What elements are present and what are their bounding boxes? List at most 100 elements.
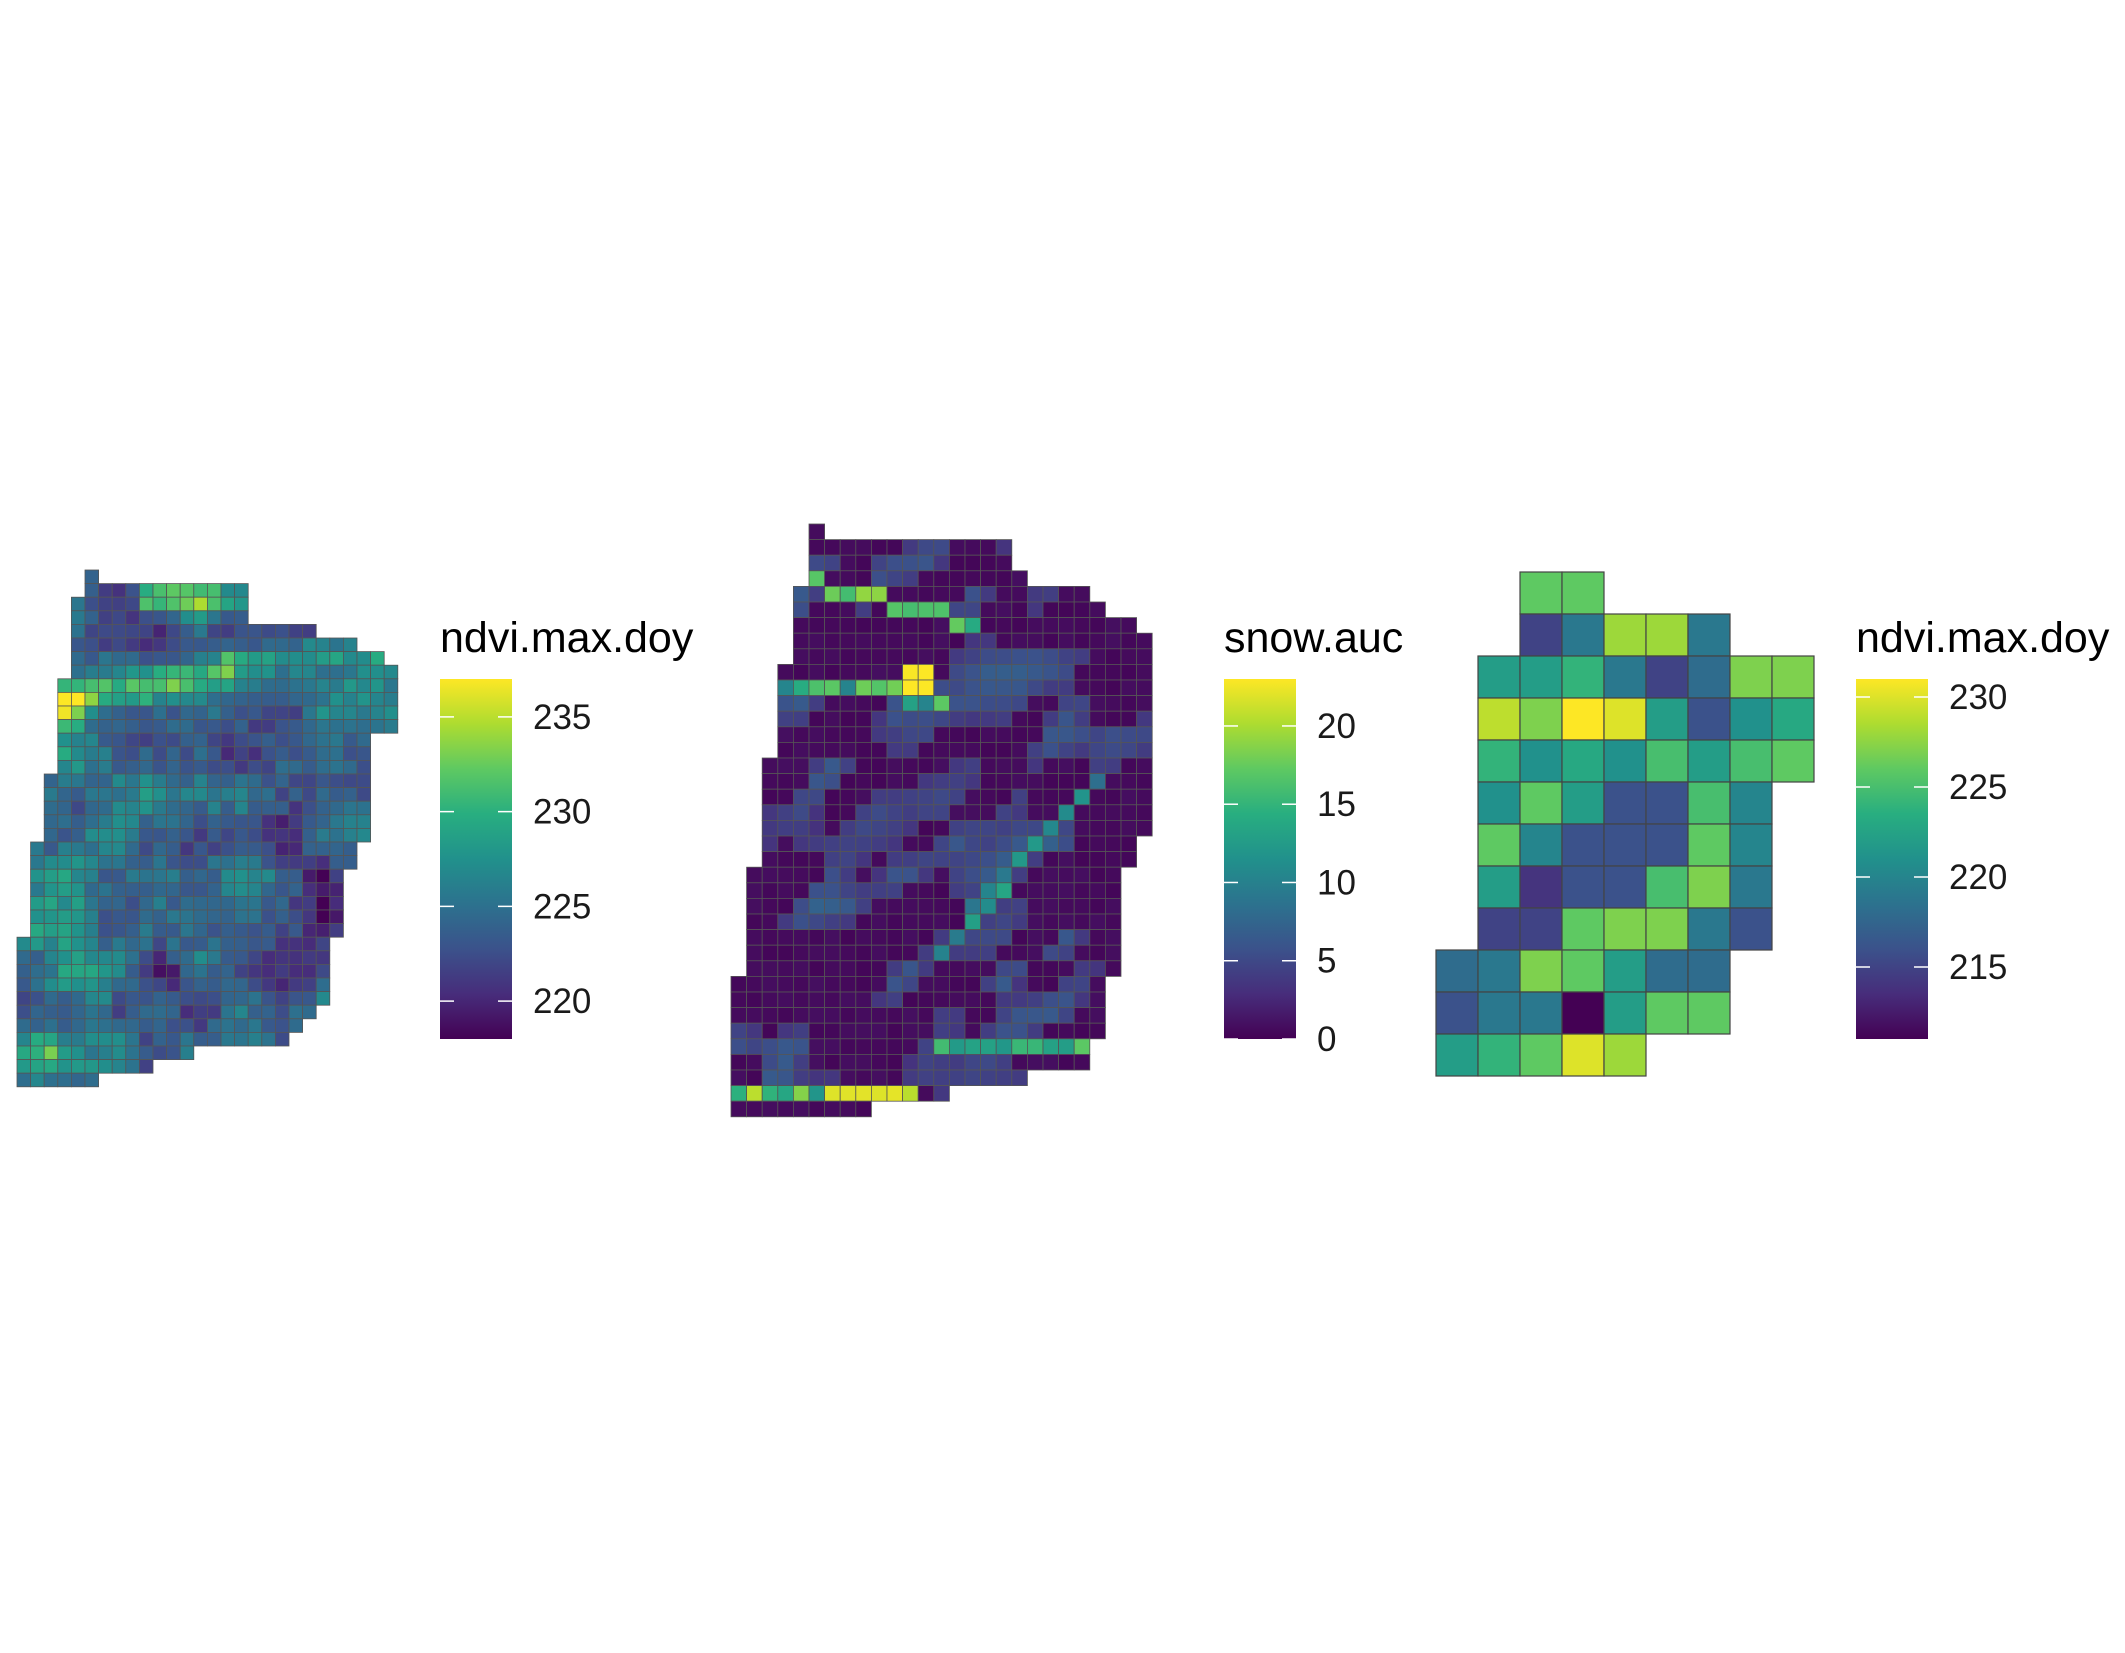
heatmap-cell bbox=[152, 610, 168, 625]
heatmap-cell bbox=[824, 788, 841, 806]
heatmap-cell bbox=[1058, 1054, 1075, 1071]
heatmap-cell bbox=[793, 742, 810, 759]
heatmap-cell bbox=[247, 692, 263, 707]
heatmap-cell bbox=[917, 1022, 935, 1040]
heatmap-cell bbox=[855, 913, 872, 931]
heatmap-cell bbox=[1042, 757, 1060, 775]
heatmap-cell bbox=[1011, 788, 1028, 806]
heatmap-cell bbox=[356, 705, 372, 721]
heatmap-cell bbox=[1089, 804, 1106, 821]
heatmap-cell bbox=[1089, 835, 1106, 853]
heatmap-cell bbox=[206, 610, 222, 625]
heatmap-cell bbox=[839, 1100, 857, 1118]
heatmap-cell bbox=[234, 855, 249, 870]
heatmap-cell bbox=[746, 898, 763, 915]
heatmap-cell bbox=[206, 624, 222, 639]
heatmap-cell bbox=[329, 923, 344, 938]
heatmap-cell bbox=[220, 882, 236, 897]
heatmap-cell bbox=[1027, 991, 1044, 1009]
heatmap-cell bbox=[274, 1018, 290, 1033]
heatmap-cell bbox=[234, 719, 249, 734]
heatmap-cell bbox=[964, 960, 982, 977]
heatmap-cell bbox=[902, 976, 919, 993]
heatmap-cell bbox=[1136, 726, 1153, 743]
heatmap-cell bbox=[1073, 695, 1091, 712]
heatmap-cell bbox=[179, 923, 195, 938]
heatmap-cell bbox=[111, 991, 127, 1006]
heatmap-cell bbox=[949, 898, 966, 915]
heatmap-cell bbox=[57, 991, 72, 1006]
heatmap-cell bbox=[234, 977, 249, 993]
heatmap-cell bbox=[111, 909, 127, 925]
heatmap-cell bbox=[206, 746, 222, 761]
heatmap-cell bbox=[342, 746, 358, 761]
heatmap-cell bbox=[166, 637, 181, 653]
heatmap-cell bbox=[315, 896, 331, 911]
heatmap-cell bbox=[288, 624, 304, 639]
heatmap-cell bbox=[71, 964, 86, 979]
heatmap-cell bbox=[111, 1032, 127, 1047]
heatmap-cell bbox=[125, 719, 140, 734]
heatmap-cell bbox=[84, 637, 100, 653]
heatmap-cell bbox=[152, 583, 168, 598]
heatmap-cell bbox=[138, 746, 154, 761]
heatmap-cell bbox=[206, 1004, 222, 1020]
heatmap-cell bbox=[886, 1054, 904, 1071]
heatmap-cell bbox=[808, 523, 826, 541]
heatmap-cell bbox=[902, 1022, 919, 1040]
heatmap-cell bbox=[234, 692, 249, 707]
heatmap-cell bbox=[995, 851, 1013, 868]
heatmap-cell bbox=[1073, 804, 1091, 821]
heatmap-cell bbox=[125, 909, 140, 925]
heatmap-cell bbox=[871, 944, 888, 962]
heatmap-cell bbox=[808, 804, 826, 821]
heatmap-cell bbox=[356, 692, 372, 707]
heatmap-cell bbox=[1120, 820, 1138, 837]
heatmap-cell bbox=[1058, 679, 1075, 697]
heatmap-cell bbox=[166, 760, 181, 775]
heatmap-cell bbox=[71, 664, 86, 680]
heatmap-cell bbox=[1603, 613, 1647, 657]
heatmap-cell bbox=[949, 820, 966, 837]
heatmap-cell bbox=[980, 710, 997, 728]
heatmap-cell bbox=[193, 692, 208, 707]
heatmap-cell bbox=[871, 991, 888, 1009]
heatmap-cell bbox=[247, 760, 263, 775]
heatmap-cell bbox=[1058, 804, 1075, 821]
heatmap-cell bbox=[761, 991, 779, 1009]
heatmap-cell bbox=[247, 719, 263, 734]
heatmap-cell bbox=[1011, 695, 1028, 712]
heatmap-cell bbox=[166, 596, 181, 612]
heatmap-cell bbox=[57, 868, 72, 884]
heatmap-cell bbox=[315, 719, 331, 734]
heatmap-cell bbox=[824, 601, 841, 619]
heatmap-cell bbox=[995, 976, 1013, 993]
heatmap-cell bbox=[886, 1007, 904, 1024]
heatmap-cell bbox=[57, 841, 72, 857]
heatmap-cell bbox=[886, 632, 904, 650]
heatmap-cell bbox=[57, 678, 72, 693]
heatmap-cell bbox=[855, 804, 872, 821]
heatmap-cell bbox=[302, 991, 317, 1006]
heatmap-cell bbox=[793, 804, 810, 821]
heatmap-cell bbox=[980, 1069, 997, 1087]
heatmap-cell bbox=[855, 554, 872, 572]
heatmap-cell bbox=[1603, 655, 1647, 699]
heatmap-cell bbox=[329, 732, 344, 748]
heatmap-cell bbox=[234, 610, 249, 625]
heatmap-cell bbox=[1027, 757, 1044, 775]
heatmap-cell bbox=[777, 679, 794, 697]
heatmap-cell bbox=[761, 960, 779, 977]
heatmap-cell bbox=[793, 1054, 810, 1071]
heatmap-cell bbox=[43, 1018, 59, 1033]
heatmap-cell bbox=[43, 936, 59, 952]
heatmap-cell bbox=[917, 554, 935, 572]
heatmap-cell bbox=[43, 1045, 59, 1061]
heatmap-cell bbox=[247, 896, 263, 911]
heatmap-cell bbox=[777, 944, 794, 962]
heatmap-cell bbox=[84, 705, 100, 721]
heatmap-cell bbox=[730, 991, 748, 1009]
heatmap-cell bbox=[746, 1085, 763, 1102]
heatmap-cell bbox=[964, 617, 982, 634]
